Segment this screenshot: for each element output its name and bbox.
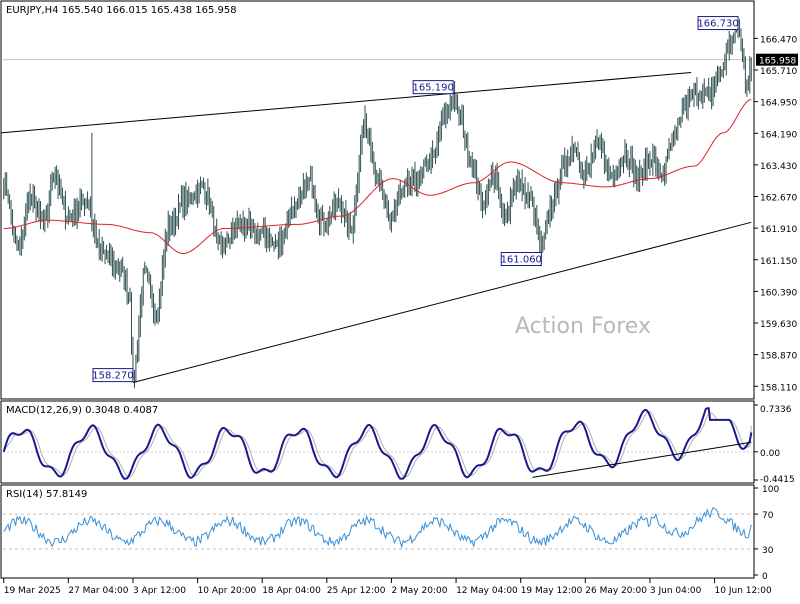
time-tick-label: 2 May 20:00 <box>391 586 447 596</box>
price-tick-label: 158.110 <box>760 383 797 393</box>
price-tick-label: 160.390 <box>760 288 797 298</box>
current-price-tag <box>756 53 798 66</box>
price-label-box <box>697 16 739 31</box>
rsi-panel-frame <box>0 484 755 579</box>
trendline-0 <box>0 72 692 134</box>
price-tick-label: 166.470 <box>760 35 797 45</box>
price-label-text: 161.060 <box>501 255 542 266</box>
price-tick-label: 159.630 <box>760 320 797 330</box>
time-tick-label: 19 May 12:00 <box>521 586 583 596</box>
time-tick-label: 26 May 20:00 <box>585 586 647 596</box>
macd-tick-label: 0.7336 <box>760 405 792 415</box>
price-tick-label: 164.190 <box>760 130 797 140</box>
time-tick-label: 12 May 04:00 <box>456 586 518 596</box>
price-label-text: 165.190 <box>412 83 453 94</box>
time-tick-label: 10 Jun 12:00 <box>715 586 772 596</box>
price-label-2: 161.060 <box>500 252 542 267</box>
price-label-1: 165.190 <box>412 80 454 95</box>
trendline-1 <box>132 221 752 384</box>
watermark: Action Forex <box>515 314 651 339</box>
price-label-3: 158.270 <box>92 368 134 383</box>
price-label-text: 158.270 <box>92 371 133 382</box>
price-label-text: 166.730 <box>697 19 738 30</box>
macd-trendline <box>532 441 752 478</box>
price-tick-label: 162.670 <box>760 194 797 204</box>
rsi-panel: 100 70 30 0 <box>3 485 779 582</box>
rsi-tick-label: 100 <box>762 485 779 495</box>
macd-panel-frame <box>0 400 755 484</box>
price-tick-label: 161.150 <box>760 257 797 267</box>
trendlines <box>0 72 752 384</box>
macd-tick-label: -0.4415 <box>760 475 795 485</box>
time-axis: 19 Mar 2025 27 Mar 04:00 3 Apr 12:00 10 Apr… <box>3 578 772 596</box>
macd-tick-label: 0.00 <box>760 449 780 459</box>
macd-panel-title: MACD(12,26,9) 0.3048 0.4087 <box>6 405 158 416</box>
rsi-tick-label: 70 <box>762 511 774 521</box>
macd-main-line <box>2 407 753 480</box>
time-tick-label: 3 Jun 04:00 <box>650 586 702 596</box>
macd-panel: 0.7336 0.00 -0.4415 <box>2 404 795 485</box>
price-tick-label: 165.710 <box>760 67 797 77</box>
rsi-panel-title: RSI(14) 57.8149 <box>6 489 87 500</box>
rsi-tick-label: 30 <box>762 546 774 556</box>
time-tick-label: 19 Mar 2025 <box>4 586 61 596</box>
price-label-box <box>92 368 134 383</box>
current-price-text: 165.958 <box>759 57 796 67</box>
time-tick-label: 10 Apr 20:00 <box>198 586 257 596</box>
price-tick-label: 164.950 <box>760 99 797 109</box>
price-label-box <box>412 80 454 95</box>
price-tick-label: 161.910 <box>760 225 797 235</box>
time-tick-label: 18 Apr 04:00 <box>262 586 321 596</box>
price-panel-title: EURJPY,H4 165.540 166.015 165.438 165.95… <box>6 5 237 16</box>
rsi-line <box>3 506 752 549</box>
time-tick-label: 25 Apr 12:00 <box>327 586 386 596</box>
price-label-box <box>500 252 542 267</box>
price-axis: 166.470 165.710 164.950 164.190 163.430 162.6… <box>754 35 798 393</box>
price-labels: 166.730 165.190 161.060 158.270 <box>92 16 739 383</box>
time-tick-label: 27 Mar 04:00 <box>68 586 128 596</box>
ma-line <box>3 99 752 255</box>
price-panel-frame <box>0 0 755 400</box>
price-tick-label: 158.870 <box>760 352 797 362</box>
time-tick-label: 3 Apr 12:00 <box>133 586 186 596</box>
price-label-0: 166.730 <box>697 16 739 31</box>
price-tick-label: 163.430 <box>760 162 797 172</box>
rsi-tick-label: 0 <box>762 572 768 582</box>
moving-average <box>3 99 752 255</box>
